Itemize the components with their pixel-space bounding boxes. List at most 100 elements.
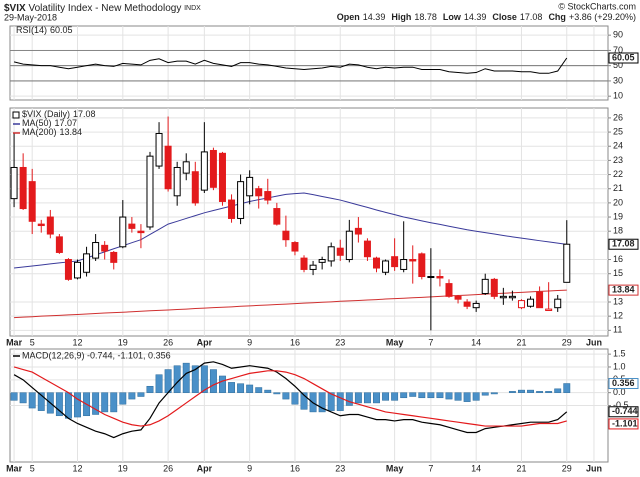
y-tick-label: 50 [613, 60, 623, 70]
histogram-bar [74, 392, 81, 418]
y-tick-label: 26 [613, 112, 623, 122]
macd-line [13, 361, 568, 439]
candle-body [481, 278, 489, 295]
candle-body [499, 295, 507, 299]
candle-body [545, 308, 553, 312]
histogram-bar [518, 389, 525, 393]
y-tick-label: 30 [613, 75, 623, 85]
histogram-bar [219, 375, 226, 393]
histogram-bar [28, 392, 36, 409]
quote-label: High [391, 12, 411, 22]
candle-body [527, 298, 535, 307]
y-tick-label: 21 [613, 183, 623, 193]
value-box [608, 406, 639, 418]
quote: Open 14.39 High 18.78 Low 14.39 Close 17.08 Chg +… [337, 12, 636, 22]
candle-body [37, 223, 45, 227]
candle-body [454, 295, 462, 300]
candle-body [463, 301, 471, 307]
histogram-bar [400, 392, 408, 399]
quote-label: Chg [548, 12, 566, 22]
histogram-bar [490, 392, 498, 395]
y-tick-label: 1.0 [613, 361, 626, 371]
x-tick-label: 21 [516, 337, 526, 347]
histogram-bar [345, 392, 353, 406]
candle-body [400, 259, 408, 270]
y-tick-label: 1.5 [613, 349, 626, 359]
histogram-bar [563, 383, 571, 393]
x-tick-label: 16 [290, 463, 300, 473]
candle-body [445, 283, 453, 297]
candle-body [382, 260, 390, 273]
histogram-bar [291, 392, 299, 405]
candle-body [237, 181, 245, 219]
candle-body [74, 261, 82, 279]
candle-body [490, 278, 498, 297]
candle-body [264, 191, 272, 201]
y-tick-label: -0.5 [613, 400, 629, 410]
x-tick-label: 16 [290, 337, 300, 347]
x-tick-label: Mar [6, 337, 23, 347]
value-box-label: 0.356 [612, 378, 635, 388]
candle-body [255, 188, 263, 197]
exchange: INDX [184, 5, 201, 12]
candle-body [363, 240, 371, 258]
y-tick-label: 18 [613, 226, 623, 236]
histogram-bar [545, 391, 553, 393]
value-box-label: 60.05 [612, 52, 635, 62]
legend-value: 17.08 [73, 109, 96, 119]
value-box-label: -0.744 [612, 406, 638, 416]
histogram-bar [246, 384, 254, 393]
histogram-bar [445, 392, 453, 400]
y-tick-label: 19 [613, 211, 623, 221]
quote-value: 18.78 [414, 12, 437, 22]
x-tick-label: 12 [72, 463, 82, 473]
y-tick-label: 24 [613, 141, 623, 151]
candle-body [418, 253, 426, 278]
histogram-bar [327, 392, 335, 411]
histogram-bar [128, 392, 136, 400]
histogram-bar [182, 362, 190, 393]
histogram-bar [481, 392, 489, 396]
candle-body [10, 166, 18, 200]
candle-body [218, 152, 226, 202]
histogram-bar [200, 365, 208, 393]
y-tick-label: 0.0 [613, 387, 626, 397]
candle-body [563, 243, 571, 283]
date: 29-May-2018 [4, 12, 57, 22]
candle-body [508, 295, 516, 299]
candle-body [228, 199, 236, 219]
histogram-bar [508, 391, 516, 393]
candle-body [246, 176, 254, 197]
histogram-bar [209, 369, 217, 393]
histogram-bar [264, 389, 272, 393]
legend-name: $VIX (Daily) [22, 109, 70, 119]
value-box [608, 238, 639, 250]
legend-name: RSI(14) [16, 25, 47, 35]
histogram-bar [418, 392, 426, 399]
x-tick-label: 19 [118, 337, 128, 347]
legend-value: 17.07 [55, 118, 78, 128]
histogram-bar [382, 392, 390, 401]
x-tick-label: 19 [118, 463, 128, 473]
candle-body [128, 223, 136, 229]
candle-body [517, 300, 525, 309]
y-tick-label: 23 [613, 155, 623, 165]
y-tick-label: 13 [613, 296, 623, 306]
value-box-label: 13.84 [612, 284, 635, 294]
candle-body [28, 181, 36, 222]
histogram-bar [554, 388, 562, 393]
value-box [608, 284, 639, 296]
candle-body [92, 242, 100, 259]
histogram-bar [409, 392, 417, 397]
histogram-bar [228, 382, 235, 393]
candle-body [55, 236, 63, 253]
quote-label: Low [443, 12, 462, 22]
histogram-bar [463, 392, 471, 402]
x-tick-label: 29 [562, 337, 572, 347]
candle-body [46, 216, 54, 235]
candle-body [300, 257, 308, 270]
histogram-bar [64, 392, 72, 419]
value-box-label: -1.101 [612, 418, 638, 428]
histogram-bar [37, 392, 45, 411]
